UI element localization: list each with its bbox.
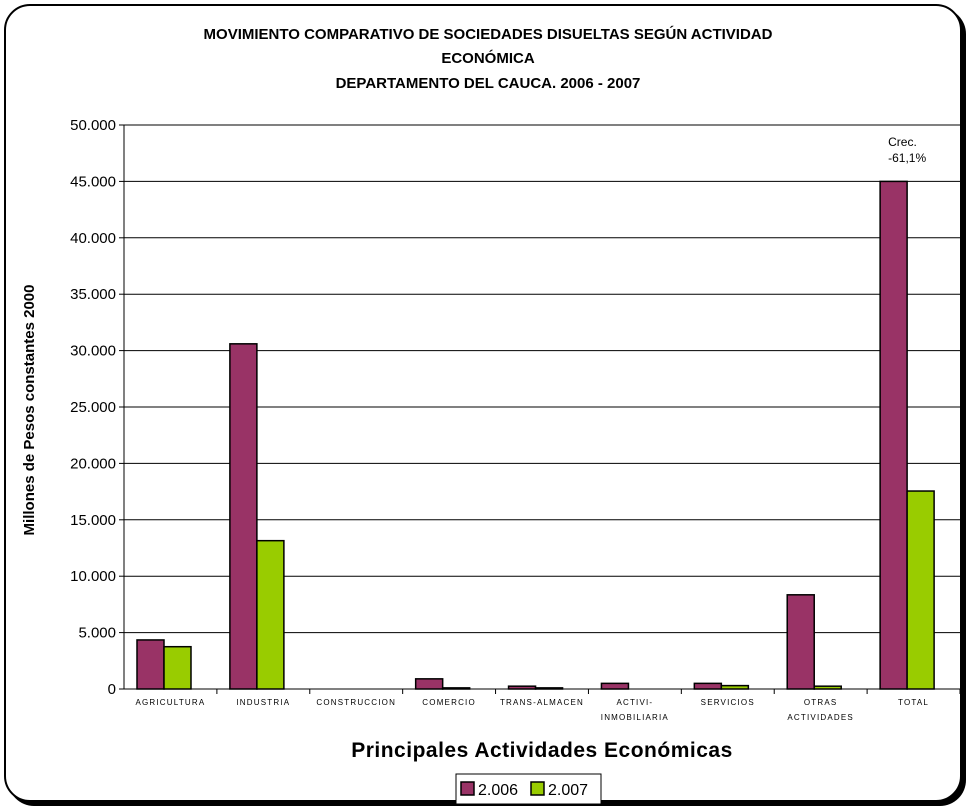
bar-2.007	[813, 685, 842, 690]
bar-2.006	[229, 343, 258, 690]
y-tick-label: 45.000	[70, 173, 116, 190]
y-axis-title: Millones de Pesos constantes 2000	[21, 285, 38, 536]
bar-2.007	[256, 539, 285, 690]
y-tick-label: 20.000	[70, 455, 116, 472]
chart-title-line: DEPARTAMENTO DEL CAUCA. 2006 - 2007	[336, 75, 641, 92]
y-tick-label: 5.000	[78, 625, 116, 642]
bar-2.006	[136, 639, 165, 690]
y-tick-label: 0	[108, 681, 116, 698]
x-category-label: INMOBILIARIA	[601, 713, 669, 722]
x-category-label: CONSTRUCCION	[316, 698, 396, 707]
legend-swatch	[530, 781, 545, 796]
bar-2.006	[600, 682, 630, 690]
bar-2.006	[507, 685, 537, 690]
bar-2.007	[163, 645, 192, 690]
legend-swatch	[460, 781, 475, 796]
y-tick-label: 30.000	[70, 343, 116, 360]
x-category-label: COMERCIO	[422, 698, 476, 707]
bar-2.006	[786, 594, 815, 690]
x-axis-title: Principales Actividades Económicas	[351, 739, 733, 762]
chart-title-line: MOVIMIENTO COMPARATIVO DE SOCIEDADES DIS…	[204, 25, 773, 43]
y-tick-label: 50.000	[70, 117, 116, 134]
chart-title-line: ECONÓMICA	[441, 49, 535, 67]
y-tick-label: 15.000	[70, 512, 116, 529]
x-category-label: INDUSTRIA	[236, 698, 290, 707]
x-category-label: TOTAL	[898, 698, 929, 707]
y-tick-label: 10.000	[70, 568, 116, 585]
legend-label: 2.006	[478, 782, 518, 799]
bar-2.007	[534, 687, 564, 690]
legend	[455, 773, 602, 804]
x-category-label: SERVICIOS	[701, 698, 755, 707]
bar-2.006	[414, 678, 444, 690]
bar-2.007	[906, 490, 935, 690]
bar-2.006	[693, 682, 723, 690]
y-tick-label: 40.000	[70, 230, 116, 247]
legend-label: 2.007	[548, 782, 588, 799]
bar-2.007	[720, 684, 750, 690]
y-tick-label: 25.000	[70, 399, 116, 416]
x-category-label: AGRICULTURA	[135, 698, 205, 707]
chart-frame: MOVIMIENTO COMPARATIVO DE SOCIEDADES DIS…	[4, 4, 962, 804]
x-category-label: ACTIVI-	[616, 698, 653, 707]
chart: MOVIMIENTO COMPARATIVO DE SOCIEDADES DIS…	[21, 25, 961, 804]
y-tick-label: 35.000	[70, 286, 116, 303]
x-category-label: OTRAS	[804, 698, 838, 707]
x-category-label: ACTIVIDADES	[787, 713, 854, 722]
x-category-label: TRANS-ALMACEN	[500, 698, 584, 707]
annotation-text: Crec.	[888, 135, 917, 149]
bar-2.006	[879, 180, 908, 690]
bar-2.007	[441, 687, 471, 690]
annotation-text: -61,1%	[888, 151, 926, 165]
